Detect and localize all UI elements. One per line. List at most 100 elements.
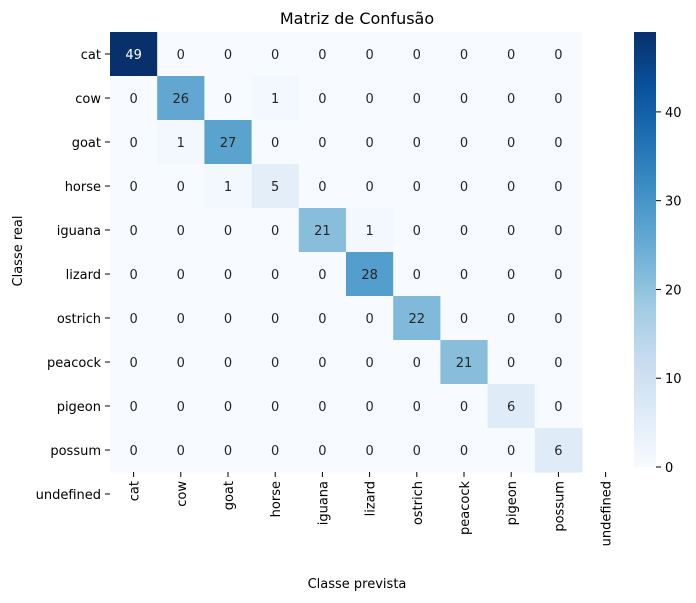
cell-value-r7-c5: 0 (365, 356, 373, 371)
cell-value-r4-c7: 0 (460, 224, 468, 239)
heatmap-cell-r4-c4 (298, 208, 347, 253)
heatmap-cell-r7-c1 (157, 340, 205, 385)
heatmap-cell-r1-c7 (440, 76, 489, 121)
x-tick-label-goat: goat (222, 481, 237, 510)
cell-value-r7-c4: 0 (318, 356, 326, 371)
colorbar-tick-label-30: 30 (665, 195, 682, 210)
y-tick-label-undefined: undefined (36, 488, 101, 503)
cell-value-r4-c3: 0 (271, 224, 279, 239)
y-tick-label-lizard: lizard (66, 268, 101, 283)
heatmap-cell-r9-c5 (346, 428, 394, 473)
cell-value-r1-c5: 0 (365, 92, 373, 107)
heatmap-cell-r5-c3 (251, 252, 300, 297)
cell-value-r7-c0: 0 (129, 356, 137, 371)
heatmap-cell-r0-c1 (157, 32, 205, 77)
heatmap-cell-r3-c8 (487, 164, 536, 209)
cell-value-r9-c9: 6 (554, 444, 562, 459)
cell-value-r0-c4: 0 (318, 48, 326, 63)
heatmap-cell-r9-c1 (157, 428, 205, 473)
cell-value-r6-c4: 0 (318, 312, 326, 327)
heatmap-cell-r8-c4 (298, 384, 347, 429)
cell-value-r6-c3: 0 (271, 312, 279, 327)
x-tick-label-horse: horse (269, 481, 284, 517)
cell-value-r6-c7: 0 (460, 312, 468, 327)
cell-value-r8-c0: 0 (129, 400, 137, 415)
heatmap-cell-r6-c2 (204, 296, 253, 341)
heatmap-cell-r7-c6 (393, 340, 441, 385)
cell-value-r5-c0: 0 (129, 268, 137, 283)
cell-value-r2-c8: 0 (507, 136, 515, 151)
cell-value-r4-c5: 1 (365, 224, 373, 239)
cell-value-r8-c8: 6 (507, 400, 515, 415)
cell-value-r5-c3: 0 (271, 268, 279, 283)
cell-value-r8-c9: 0 (554, 400, 562, 415)
heatmap-cell-r0-c9 (534, 32, 583, 77)
cell-value-r1-c7: 0 (460, 92, 468, 107)
x-tick-label-peacock: peacock (458, 481, 473, 535)
heatmap-cell-r5-c7 (440, 252, 489, 297)
cell-value-r3-c5: 0 (365, 180, 373, 195)
cell-value-r5-c5: 28 (361, 268, 378, 283)
cell-value-r0-c2: 0 (224, 48, 232, 63)
cell-value-r7-c9: 0 (554, 356, 562, 371)
heatmap-cell-r9-c9 (534, 428, 583, 473)
heatmap-cell-r4-c6 (393, 208, 441, 253)
x-tick-label-cow: cow (175, 481, 190, 507)
heatmap-cell-r4-c0 (110, 208, 158, 253)
heatmap-cell-r2-c6 (393, 120, 441, 165)
heatmap-cell-r9-c6 (393, 428, 441, 473)
heatmap-cell-labels: 49 0 0 0 0 0 0 0 0 0 0 26 0 1 0 0 0 0 0 0 0 1 27 0 0 0 0 0 0 0 0 0 1 5 0 0 0… (125, 48, 562, 459)
cell-value-r5-c4: 0 (318, 268, 326, 283)
cell-value-r1-c6: 0 (413, 92, 421, 107)
heatmap-cell-r5-c4 (298, 252, 347, 297)
x-axis-ticks: cat cow goat horse iguana lizard ostrich peacoc… (128, 472, 615, 546)
cell-value-r6-c6: 22 (409, 312, 426, 327)
y-tick-label-cat: cat (81, 48, 101, 63)
heatmap-cell-r2-c2 (204, 120, 253, 165)
cell-value-r3-c4: 0 (318, 180, 326, 195)
heatmap-cell-r8-c0 (110, 384, 158, 429)
heatmap-cell-r6-c0 (110, 296, 158, 341)
cell-value-r7-c7: 21 (456, 356, 473, 371)
heatmap-cell-r3-c0 (110, 164, 158, 209)
heatmap-cell-r7-c5 (346, 340, 394, 385)
cell-value-r1-c0: 0 (129, 92, 137, 107)
heatmap-cell-r3-c7 (440, 164, 489, 209)
cell-value-r6-c5: 0 (365, 312, 373, 327)
heatmap-cell-r5-c9 (534, 252, 583, 297)
heatmap-cell-r9-c7 (440, 428, 489, 473)
cell-value-r5-c1: 0 (177, 268, 185, 283)
heatmap-cell-r5-c6 (393, 252, 441, 297)
cell-value-r8-c7: 0 (460, 400, 468, 415)
cell-value-r5-c6: 0 (413, 268, 421, 283)
y-tick-label-possum: possum (50, 444, 101, 459)
heatmap-cell-r9-c8 (487, 428, 536, 473)
cell-value-r0-c5: 0 (365, 48, 373, 63)
cell-value-r2-c9: 0 (554, 136, 562, 151)
cell-value-r2-c6: 0 (413, 136, 421, 151)
y-tick-label-pigeon: pigeon (57, 400, 101, 415)
heatmap-cell-r3-c1 (157, 164, 205, 209)
heatmap-cell-r7-c0 (110, 340, 158, 385)
heatmap-cell-r8-c6 (393, 384, 441, 429)
heatmap-cell-r6-c8 (487, 296, 536, 341)
heatmap-cell-r2-c7 (440, 120, 489, 165)
heatmap-cell-r3-c5 (346, 164, 394, 209)
heatmap-cell-r0-c6 (393, 32, 441, 77)
cell-value-r9-c8: 0 (507, 444, 515, 459)
heatmap-cell-r0-c7 (440, 32, 489, 77)
heatmap-cell-r2-c1 (157, 120, 205, 165)
cell-value-r2-c0: 0 (129, 136, 137, 151)
cell-value-r7-c6: 0 (413, 356, 421, 371)
cell-value-r0-c7: 0 (460, 48, 468, 63)
x-tick-label-lizard: lizard (364, 481, 379, 516)
cell-value-r1-c9: 0 (554, 92, 562, 107)
cell-value-r0-c9: 0 (554, 48, 562, 63)
heatmap-cell-r4-c1 (157, 208, 205, 253)
heatmap-cell-r7-c8 (487, 340, 536, 385)
x-tick-label-pigeon: pigeon (505, 481, 520, 525)
cell-value-r1-c3: 1 (271, 92, 279, 107)
heatmap-cell-r4-c2 (204, 208, 253, 253)
y-axis-ticks: cat cow goat horse iguana lizard ostrich peacoc… (36, 48, 110, 503)
cell-value-r7-c8: 0 (507, 356, 515, 371)
